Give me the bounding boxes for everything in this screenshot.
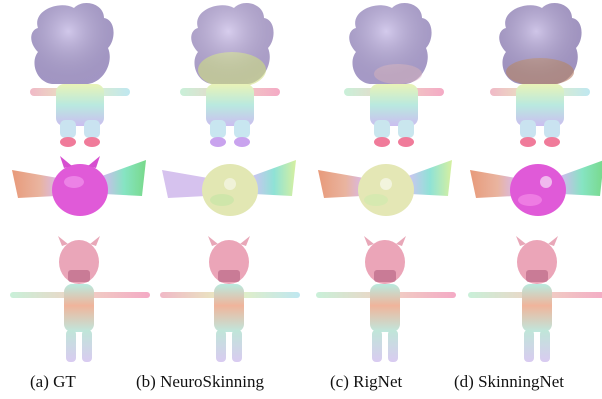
mesh-hairy-rignet	[344, 3, 444, 147]
mesh-winged-neuroskinning	[162, 160, 296, 216]
mesh-horned-skinningnet	[468, 236, 602, 362]
caption-rignet: (c) RigNet	[330, 372, 403, 391]
caption-gt: (a) GT	[30, 372, 76, 391]
mesh-winged-gt	[12, 156, 146, 216]
mesh-hairy-skinningnet	[490, 3, 590, 147]
mesh-horned-gt	[10, 236, 150, 362]
mesh-winged-rignet	[318, 160, 452, 216]
mesh-hairy-gt	[30, 3, 130, 147]
mesh-hairy-neuroskinning	[180, 3, 280, 147]
row-horned-character	[10, 236, 602, 362]
row-hairy-character	[30, 3, 590, 147]
mesh-horned-neuroskinning	[160, 236, 300, 362]
mesh-horned-rignet	[316, 236, 456, 362]
caption-neuroskinning: (b) NeuroSkinning	[136, 372, 264, 391]
row-winged-creature	[12, 156, 602, 216]
caption-skinningnet: (d) SkinningNet	[454, 372, 565, 391]
mesh-winged-skinningnet	[470, 160, 602, 216]
